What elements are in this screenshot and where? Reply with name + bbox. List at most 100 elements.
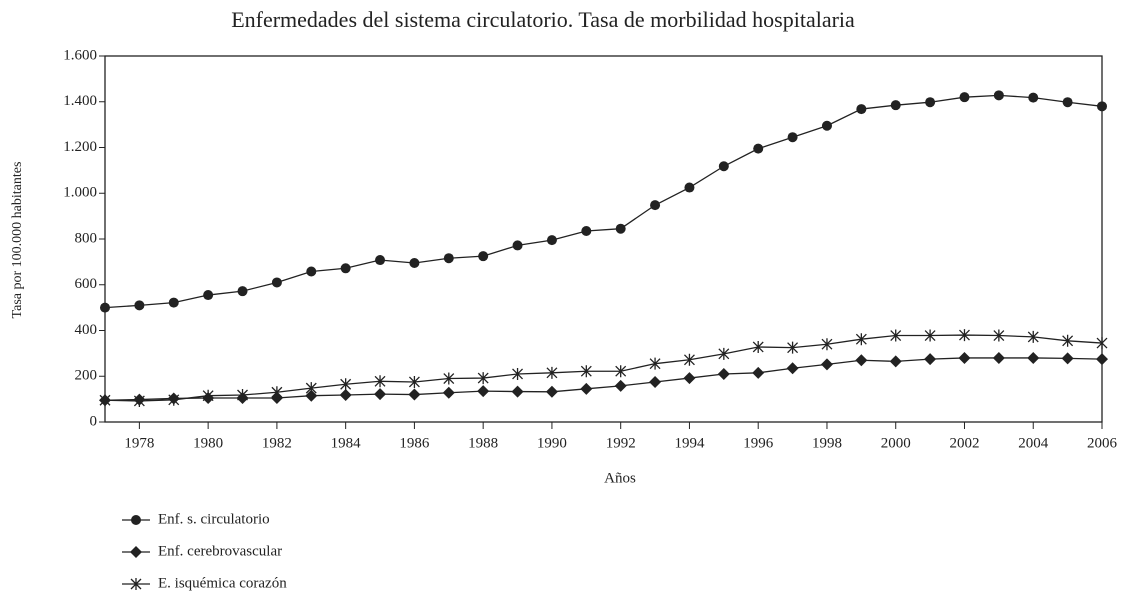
- marker: [375, 255, 386, 266]
- marker: [959, 92, 970, 103]
- marker: [580, 382, 593, 395]
- marker: [753, 143, 764, 154]
- marker: [546, 366, 558, 379]
- marker: [614, 379, 627, 392]
- marker: [340, 378, 352, 391]
- marker: [203, 290, 214, 301]
- x-tick-label: 2000: [881, 435, 911, 451]
- marker: [717, 367, 730, 380]
- y-axis-label: Tasa por 100.000 habitantes: [10, 162, 25, 319]
- marker: [752, 366, 765, 379]
- x-tick-label: 1980: [193, 435, 223, 451]
- marker: [959, 329, 970, 342]
- marker: [1096, 353, 1108, 366]
- marker: [718, 161, 729, 172]
- x-tick-label: 1982: [262, 435, 292, 451]
- x-tick-label: 1978: [124, 435, 154, 451]
- marker: [786, 362, 799, 375]
- marker: [993, 90, 1004, 101]
- marker: [100, 302, 110, 313]
- y-tick-label: 800: [75, 230, 98, 246]
- marker: [168, 297, 179, 308]
- marker: [374, 375, 386, 388]
- marker: [134, 300, 145, 311]
- y-tick-label: 1.000: [63, 185, 97, 201]
- chart-title: Enfermedades del sistema circulatorio. T…: [231, 7, 855, 32]
- marker: [821, 120, 832, 131]
- marker: [271, 386, 283, 399]
- legend-marker: [130, 546, 142, 558]
- marker: [683, 353, 695, 366]
- marker: [168, 393, 180, 406]
- y-tick-label: 1.200: [63, 139, 97, 155]
- marker: [305, 382, 317, 395]
- y-tick-label: 600: [75, 276, 98, 292]
- x-tick-label: 1990: [537, 435, 567, 451]
- marker: [683, 372, 696, 385]
- marker: [1061, 352, 1074, 365]
- x-tick-label: 1984: [331, 435, 362, 451]
- marker: [855, 333, 867, 346]
- x-tick-label: 2002: [949, 435, 979, 451]
- marker: [992, 351, 1005, 364]
- marker: [856, 104, 867, 115]
- marker: [787, 341, 799, 354]
- y-tick-label: 0: [90, 413, 98, 429]
- marker: [718, 347, 730, 360]
- x-tick-label: 1996: [743, 435, 774, 451]
- marker: [374, 388, 387, 401]
- marker: [340, 263, 351, 274]
- series-line: [104, 94, 1103, 309]
- marker: [958, 351, 971, 364]
- marker: [409, 258, 420, 269]
- marker: [512, 367, 524, 380]
- y-tick-label: 400: [75, 322, 98, 338]
- marker: [821, 338, 833, 351]
- marker: [477, 385, 490, 398]
- marker: [237, 286, 248, 297]
- legend-marker: [131, 515, 141, 525]
- marker: [650, 200, 661, 211]
- marker: [443, 372, 455, 385]
- marker: [133, 394, 145, 407]
- marker: [889, 355, 902, 368]
- marker: [1028, 92, 1039, 103]
- x-tick-label: 2006: [1087, 435, 1118, 451]
- x-tick-label: 1986: [399, 435, 430, 451]
- marker: [993, 329, 1005, 342]
- marker: [1027, 330, 1039, 343]
- marker: [408, 388, 421, 401]
- marker: [580, 365, 592, 378]
- marker: [478, 251, 489, 262]
- marker: [1096, 337, 1108, 350]
- marker: [1062, 97, 1073, 108]
- x-tick-label: 1998: [812, 435, 842, 451]
- marker: [511, 385, 524, 398]
- marker: [512, 240, 523, 251]
- y-tick-label: 1.400: [63, 93, 97, 109]
- marker: [649, 375, 662, 388]
- marker: [890, 329, 902, 342]
- marker: [546, 235, 557, 246]
- marker: [408, 375, 420, 388]
- marker: [545, 385, 558, 398]
- marker: [890, 100, 901, 111]
- plot-frame: [104, 55, 1103, 423]
- marker: [924, 329, 936, 342]
- marker: [237, 389, 248, 402]
- y-tick-label: 200: [75, 368, 98, 384]
- marker: [615, 223, 626, 234]
- marker: [202, 389, 214, 402]
- marker: [615, 365, 627, 378]
- x-axis-label: Años: [604, 470, 636, 486]
- x-tick-label: 1988: [468, 435, 498, 451]
- marker: [1097, 101, 1107, 112]
- marker: [649, 357, 661, 370]
- marker: [820, 358, 833, 371]
- marker: [442, 386, 455, 399]
- x-tick-label: 2004: [1018, 435, 1049, 451]
- marker: [271, 277, 282, 288]
- x-tick-label: 1992: [606, 435, 636, 451]
- legend-label: Enf. cerebrovascular: [158, 543, 282, 559]
